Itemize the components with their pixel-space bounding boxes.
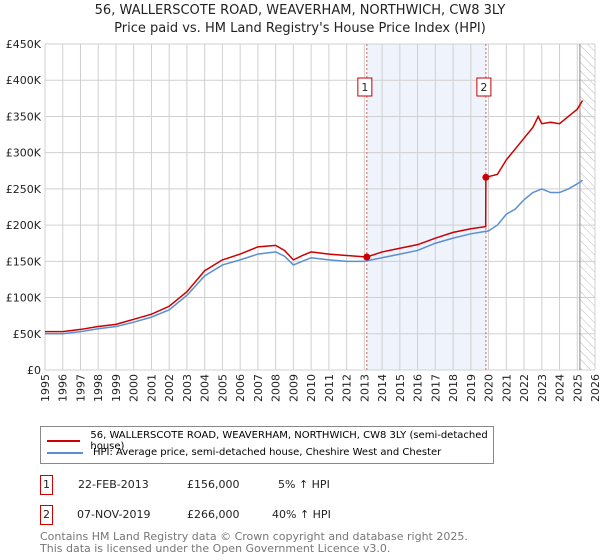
x-tick-label: 2019	[465, 374, 478, 402]
x-tick-label: 2014	[376, 374, 389, 402]
y-tick-label: £300K	[6, 147, 42, 160]
y-tick-label: £100K	[6, 292, 42, 305]
legend-swatch	[47, 451, 83, 454]
x-tick-label: 1999	[110, 374, 123, 402]
x-tick-label: 2023	[536, 374, 549, 402]
chart-title: 56, WALLERSCOTE ROAD, WEAVERHAM, NORTHWI…	[94, 3, 506, 18]
plot-area: 1995 1996 1997 1998 1999 2000 2001 2002 2003 2004…	[6, 38, 600, 402]
sale-hpi-change: 40% ↑ HPI	[272, 508, 331, 521]
y-tick-label: £400K	[6, 74, 42, 87]
footer-line: This data is licensed under the Open Gov…	[40, 542, 391, 555]
sale-date: 07-NOV-2019	[77, 508, 151, 521]
x-tick-label: 1998	[92, 374, 105, 402]
x-tick-label: 2001	[145, 374, 158, 402]
hpi-line	[45, 179, 584, 335]
x-tick-label: 2010	[305, 374, 318, 402]
x-tick-label: 2008	[270, 374, 283, 402]
x-tick-label: 1996	[57, 374, 70, 402]
x-tick-label: 2012	[341, 374, 354, 402]
sale-marker-box	[357, 77, 373, 97]
sale-price: £266,000	[187, 508, 240, 521]
x-tick-label: 2015	[394, 374, 407, 402]
sale-price: £156,000	[187, 478, 240, 491]
sale-date: 22-FEB-2013	[78, 478, 149, 491]
legend-label: 56, WALLERSCOTE ROAD, WEAVERHAM, NORTHWI…	[90, 430, 488, 452]
sale-point	[363, 253, 371, 261]
x-tick-label: 2022	[518, 374, 531, 402]
x-tick-label: 2017	[429, 374, 442, 402]
x-tick-label: 2000	[128, 374, 141, 402]
y-tick-label: £150K	[6, 255, 42, 268]
x-tick-label: 2009	[287, 374, 300, 402]
sale-row: 2 07-NOV-2019 £266,000 40% ↑ HPI	[40, 505, 440, 525]
sale-point	[482, 173, 490, 181]
legend-swatch	[47, 440, 81, 442]
sale-hpi-change: 5% ↑ HPI	[278, 478, 330, 491]
x-tick-label: 2003	[181, 374, 194, 402]
x-tick-label: 2011	[323, 374, 336, 402]
y-tick-label: £350K	[6, 110, 42, 123]
y-tick-label: £50K	[13, 328, 42, 341]
sale-marker-badge: 2	[40, 505, 53, 525]
sale-marker-label: 2	[480, 81, 487, 94]
footer-line: Contains HM Land Registry data © Crown c…	[40, 530, 468, 543]
x-tick-label: 2006	[234, 374, 247, 402]
x-tick-label: 2021	[500, 374, 513, 402]
sale-marker-label: 1	[361, 81, 368, 94]
x-tick-label: 2016	[412, 374, 425, 402]
x-tick-label: 2025	[571, 374, 584, 402]
y-tick-label: £250K	[6, 183, 42, 196]
x-tick-label: 2004	[199, 374, 212, 402]
sale-period-shade	[366, 44, 486, 370]
x-tick-label: 1997	[74, 374, 87, 402]
x-tick-label: 2007	[252, 374, 265, 402]
x-tick-label: 2024	[554, 374, 567, 402]
legend: 56, WALLERSCOTE ROAD, WEAVERHAM, NORTHWI…	[40, 426, 494, 464]
property-price-line	[45, 100, 584, 333]
y-tick-label: £450K	[6, 38, 42, 51]
legend-item-hpi: HPI: Average price, semi-detached house,…	[47, 447, 441, 458]
x-tick-label: 2013	[358, 374, 371, 402]
x-tick-label: 1995	[39, 374, 52, 402]
chart-subtitle: Price paid vs. HM Land Registry's House …	[114, 21, 486, 36]
x-tick-label: 2020	[483, 374, 496, 402]
sale-row: 1 22-FEB-2013 £156,000 5% ↑ HPI	[40, 475, 440, 495]
footer: Contains HM Land Registry data © Crown c…	[40, 531, 468, 555]
sale-marker-box	[476, 77, 492, 97]
x-tick-label: 2002	[163, 374, 176, 402]
legend-item-property: 56, WALLERSCOTE ROAD, WEAVERHAM, NORTHWI…	[47, 430, 493, 452]
x-tick-label: 2026	[589, 374, 600, 402]
x-tick-label: 2005	[216, 374, 229, 402]
y-tick-label: £0	[27, 364, 41, 377]
y-tick-label: £200K	[6, 219, 42, 232]
legend-label: HPI: Average price, semi-detached house,…	[93, 447, 442, 458]
x-tick-label: 2018	[447, 374, 460, 402]
forecast-hatch	[579, 44, 595, 370]
sale-marker-badge: 1	[40, 475, 53, 495]
